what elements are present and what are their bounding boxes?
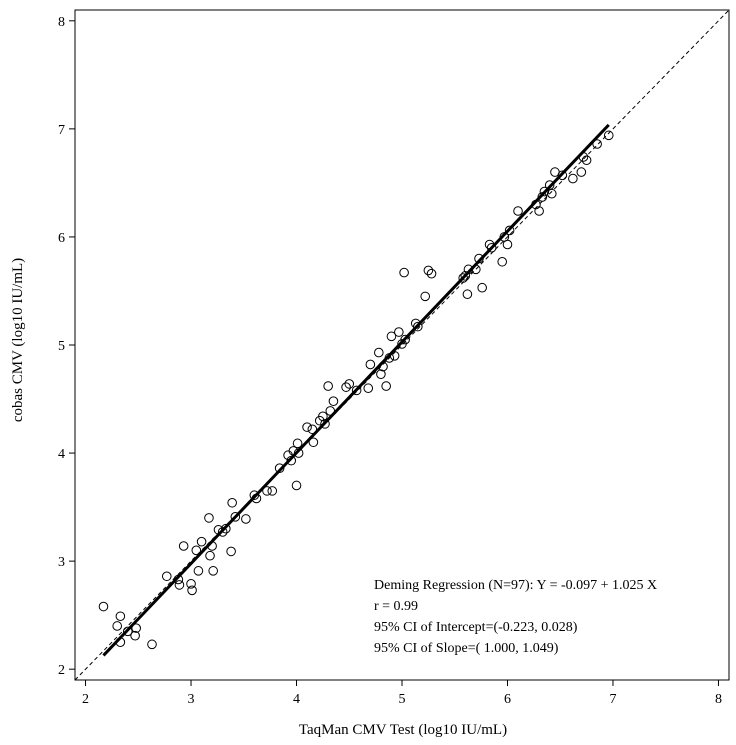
data-point-25 xyxy=(227,497,237,508)
x-tick-label-7: 7 xyxy=(609,692,616,707)
data-point-44 xyxy=(320,419,330,429)
data-point-75 xyxy=(477,282,487,293)
data-point-16 xyxy=(196,536,207,547)
data-point-94 xyxy=(581,155,592,166)
data-point-63 xyxy=(400,334,410,345)
data-point-5 xyxy=(130,630,140,641)
data-point-23 xyxy=(221,523,231,534)
identity-line xyxy=(75,10,729,680)
data-point-0 xyxy=(98,601,109,612)
data-point-58 xyxy=(386,331,397,342)
y-tick-label-2: 2 xyxy=(58,663,65,678)
regression-line xyxy=(102,123,610,657)
data-point-88 xyxy=(546,188,557,199)
data-point-20 xyxy=(208,566,218,576)
data-point-82 xyxy=(513,206,523,216)
y-axis-title: cobas CMV (log10 IU/mL) xyxy=(10,258,26,422)
data-point-7 xyxy=(147,639,157,650)
data-point-24 xyxy=(226,546,236,557)
y-tick-label-5: 5 xyxy=(58,339,65,354)
data-point-2 xyxy=(115,611,126,622)
data-point-60 xyxy=(394,327,404,337)
data-point-86 xyxy=(539,186,550,197)
x-tick-label-4: 4 xyxy=(293,692,300,707)
data-point-87 xyxy=(544,180,555,190)
data-point-62 xyxy=(399,267,409,278)
annotation-line-1: Deming Regression (N=97): Y = -0.097 + 1… xyxy=(374,578,657,593)
data-point-71 xyxy=(462,289,473,300)
data-point-68 xyxy=(426,268,437,279)
data-point-8 xyxy=(161,571,172,582)
y-tick-label-4: 4 xyxy=(58,447,65,462)
data-point-54 xyxy=(376,369,386,379)
data-point-41 xyxy=(308,437,319,448)
data-point-28 xyxy=(249,490,260,501)
data-point-67 xyxy=(423,265,434,276)
data-point-22 xyxy=(217,527,228,537)
data-point-92 xyxy=(576,167,587,177)
data-point-45 xyxy=(323,381,333,391)
data-point-1 xyxy=(112,621,122,631)
data-point-43 xyxy=(318,411,328,422)
x-tick-label-2: 2 xyxy=(82,692,89,707)
data-point-91 xyxy=(568,173,578,184)
data-point-36 xyxy=(291,480,302,491)
annotation-line-2: r = 0.99 xyxy=(374,599,418,614)
data-point-14 xyxy=(191,545,202,556)
data-point-39 xyxy=(302,422,312,432)
data-point-81 xyxy=(504,225,515,236)
data-point-66 xyxy=(420,291,431,302)
data-point-77 xyxy=(486,242,497,253)
data-point-4 xyxy=(122,626,133,637)
data-point-95 xyxy=(592,139,602,149)
data-point-37 xyxy=(292,438,303,449)
data-point-11 xyxy=(178,541,189,551)
data-points xyxy=(98,130,614,650)
data-point-27 xyxy=(241,514,251,524)
data-point-52 xyxy=(365,359,376,370)
y-tick-label-6: 6 xyxy=(58,231,65,246)
data-point-17 xyxy=(204,513,214,523)
data-point-70 xyxy=(460,271,471,281)
y-tick-label-7: 7 xyxy=(58,123,65,138)
regression-annotation: Deming Regression (N=97): Y = -0.097 + 1… xyxy=(374,578,657,656)
data-point-30 xyxy=(262,486,272,496)
data-point-51 xyxy=(363,383,374,394)
data-point-49 xyxy=(344,379,355,389)
data-point-65 xyxy=(413,321,423,332)
data-point-90 xyxy=(557,170,568,181)
x-tick-label-8: 8 xyxy=(715,692,722,707)
data-point-31 xyxy=(267,486,278,496)
annotation-line-3: 95% CI of Intercept=(-0.223, 0.028) xyxy=(374,620,578,635)
data-point-53 xyxy=(373,347,384,358)
data-point-78 xyxy=(497,256,508,267)
data-point-56 xyxy=(381,381,391,391)
data-point-96 xyxy=(603,130,614,141)
regression-line-layer xyxy=(102,123,610,657)
data-point-13 xyxy=(187,585,197,596)
identity-line-layer xyxy=(75,10,729,680)
data-point-15 xyxy=(193,566,204,576)
data-point-26 xyxy=(230,512,241,522)
data-point-12 xyxy=(186,579,196,589)
x-tick-label-3: 3 xyxy=(188,692,195,707)
y-tick-label-3: 3 xyxy=(58,555,65,570)
data-point-18 xyxy=(205,550,215,561)
data-point-40 xyxy=(307,424,318,435)
x-tick-label-5: 5 xyxy=(399,692,406,707)
data-point-69 xyxy=(458,273,468,283)
annotation-line-4: 95% CI of Slope=( 1.000, 1.049) xyxy=(374,641,559,656)
data-point-80 xyxy=(502,239,513,250)
data-point-84 xyxy=(534,206,544,216)
y-tick-label-8: 8 xyxy=(58,15,65,30)
data-point-47 xyxy=(328,396,339,406)
x-tick-label-6: 6 xyxy=(504,692,511,707)
data-point-48 xyxy=(341,382,351,392)
data-point-50 xyxy=(351,385,362,396)
data-point-10 xyxy=(174,580,185,590)
data-point-6 xyxy=(131,623,141,633)
x-axis-title: TaqMan CMV Test (log10 IU/mL) xyxy=(299,722,507,738)
axis-ticks: 2 3 4 5 6 7 8 2 3 4 5 6 7 8 xyxy=(58,15,722,707)
